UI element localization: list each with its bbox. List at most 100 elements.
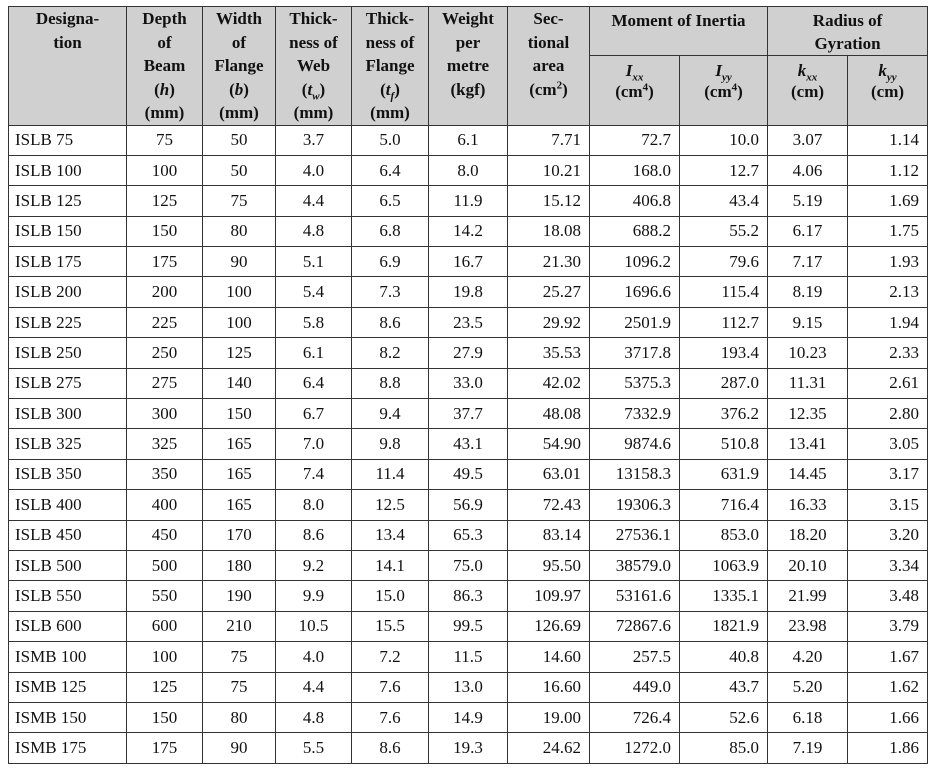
cell-designation: ISLB 150 [8,215,127,248]
cell-web-thickness: 8.0 [275,489,352,521]
cell-weight: 14.9 [428,701,508,734]
web-symbol: t [307,79,313,99]
cell-sectional-area: 25.27 [507,276,590,308]
cell-flange-thickness: 15.5 [351,610,429,643]
cell-weight: 11.9 [428,185,508,217]
header-kxx: kxx (cm) [767,55,849,126]
cell-designation: ISLB 275 [8,367,127,400]
cell-sectional-area: 10.21 [507,154,590,187]
cell-web-thickness: 5.4 [275,276,352,308]
cell-sectional-area: 126.69 [507,610,590,643]
kxx-subscript: xx [806,71,818,84]
cell-designation: ISLB 450 [8,519,127,551]
cell-designation: ISMB 125 [8,671,127,703]
cell-web-thickness: 4.0 [275,641,352,673]
header-unit-line: (cm4) [704,81,743,101]
header-symbol-line: (b) [229,79,249,99]
cell-kyy: 1.75 [847,215,929,248]
cell-ixx: 1096.2 [589,246,680,278]
table-row: ISLB 250 250 125 6.1 8.2 27.9 35.53 3717.8 193.4… [8,337,929,369]
cell-flange-thickness: 9.4 [351,398,429,430]
cell-kxx: 23.98 [767,610,849,643]
table-row: ISLB 150 150 80 4.8 6.8 14.2 18.08 688.2 55.2 6.1… [8,215,929,248]
cell-sectional-area: 16.60 [507,671,590,703]
cell-depth: 150 [126,701,203,734]
cell-sectional-area: 63.01 [507,458,590,491]
header-unit: (cm) [871,82,905,101]
cell-width: 165 [202,428,276,460]
cell-iyy: 43.7 [678,671,769,703]
cell-depth: 300 [126,398,203,430]
cell-kxx: 5.20 [767,671,849,703]
cell-flange-thickness: 15.0 [351,580,429,612]
cell-kyy: 1.66 [847,701,929,734]
cell-kyy: 1.86 [847,732,929,764]
header-symbol-line: (h) [154,79,175,99]
header-web-thickness: Thick- ness of Web (tw) (mm) [275,6,352,126]
cell-ixx: 9874.6 [589,428,680,460]
cell-depth: 275 [126,367,203,400]
cell-kyy: 1.69 [847,185,929,217]
cell-sectional-area: 72.43 [507,489,590,521]
cell-ixx: 72.7 [589,124,680,156]
header-line: Thick- [365,9,415,28]
cell-weight: 43.1 [428,428,508,460]
header-ixx: Ixx (cm4) [589,55,680,126]
header-line: of [157,32,172,52]
cell-width: 210 [202,610,276,643]
cell-flange-thickness: 12.5 [351,489,429,521]
cell-kyy: 2.33 [847,337,929,369]
cell-designation: ISLB 550 [8,580,127,612]
cell-width: 50 [202,124,276,156]
cell-ixx: 38579.0 [589,549,680,582]
cell-web-thickness: 4.4 [275,671,352,703]
cell-ixx: 257.5 [589,641,680,673]
cell-designation: ISLB 225 [8,306,127,339]
cell-weight: 23.5 [428,306,508,339]
cell-kxx: 3.07 [767,124,849,156]
ixx-subscript: xx [632,71,644,84]
header-designation: Designa- tion [8,6,127,126]
iyy-symbol: I [715,61,722,80]
cell-designation: ISLB 175 [8,246,127,278]
header-weight: Weight per metre (kgf) [428,6,508,126]
cell-flange-thickness: 6.9 [351,246,429,278]
header-symbol-line: kxx [770,60,845,84]
cell-designation: ISLB 125 [8,185,127,217]
cell-iyy: 287.0 [678,367,769,400]
cell-kxx: 6.18 [767,701,849,734]
cell-ixx: 688.2 [589,215,680,248]
cell-weight: 86.3 [428,580,508,612]
cell-depth: 150 [126,215,203,248]
cell-kyy: 3.48 [847,580,929,612]
cell-width: 90 [202,732,276,764]
header-line: Web [296,56,331,75]
cell-iyy: 1821.9 [678,610,769,643]
header-line: Moment of Inertia [611,11,746,30]
cell-weight: 14.2 [428,215,508,248]
header-line: Weight [442,9,494,28]
header-line: Thick- [289,9,338,28]
header-radius-of-gyration: Radius of Gyration [767,6,929,56]
cell-web-thickness: 5.1 [275,246,352,278]
cell-iyy: 40.8 [678,641,769,673]
header-line: Beam [143,56,186,75]
cell-web-thickness: 4.8 [275,215,352,248]
table-row: ISLB 325 325 165 7.0 9.8 43.1 54.90 9874.6 510.8… [8,428,929,460]
cell-flange-thickness: 7.6 [351,701,429,734]
cell-web-thickness: 6.4 [275,367,352,400]
header-line: Sec- [533,9,564,28]
cell-flange-thickness: 11.4 [351,458,429,491]
cell-web-thickness: 9.2 [275,549,352,582]
cell-sectional-area: 42.02 [507,367,590,400]
cell-designation: ISLB 325 [8,428,127,460]
kyy-symbol: k [878,61,887,80]
header-unit: (mm) [144,103,185,122]
cell-kyy: 1.94 [847,306,929,339]
cell-sectional-area: 35.53 [507,337,590,369]
table-row: ISMB 125 125 75 4.4 7.6 13.0 16.60 449.0 43.7 5.2… [8,671,929,703]
cell-ixx: 406.8 [589,185,680,217]
cell-depth: 100 [126,154,203,187]
table-row: ISMB 175 175 90 5.5 8.6 19.3 24.62 1272.0 85.0 7.… [8,732,929,764]
cell-designation: ISMB 100 [8,641,127,673]
